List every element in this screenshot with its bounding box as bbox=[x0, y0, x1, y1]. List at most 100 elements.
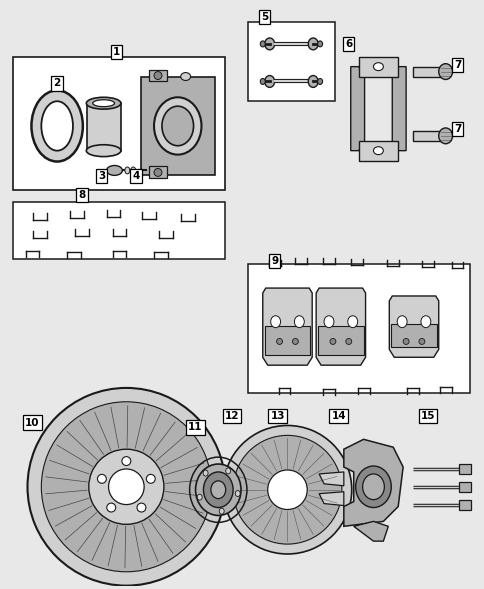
Polygon shape bbox=[262, 288, 312, 365]
Ellipse shape bbox=[355, 466, 391, 508]
Text: 14: 14 bbox=[331, 411, 346, 421]
Ellipse shape bbox=[308, 75, 318, 87]
Text: 15: 15 bbox=[420, 411, 434, 421]
Ellipse shape bbox=[373, 62, 382, 71]
Polygon shape bbox=[343, 439, 402, 527]
FancyBboxPatch shape bbox=[13, 202, 225, 259]
Ellipse shape bbox=[203, 470, 208, 476]
Text: 6: 6 bbox=[345, 39, 352, 49]
Ellipse shape bbox=[181, 72, 190, 81]
Text: 11: 11 bbox=[188, 422, 202, 432]
Polygon shape bbox=[318, 326, 363, 355]
Ellipse shape bbox=[396, 316, 406, 327]
Ellipse shape bbox=[438, 128, 452, 144]
Wedge shape bbox=[223, 425, 351, 554]
Polygon shape bbox=[350, 67, 364, 151]
Ellipse shape bbox=[154, 97, 201, 155]
Ellipse shape bbox=[260, 78, 265, 84]
FancyBboxPatch shape bbox=[458, 499, 470, 509]
Ellipse shape bbox=[438, 64, 452, 80]
Text: 4: 4 bbox=[132, 171, 139, 181]
Ellipse shape bbox=[373, 147, 382, 155]
Ellipse shape bbox=[41, 101, 73, 151]
Text: 1: 1 bbox=[113, 47, 120, 57]
Ellipse shape bbox=[418, 339, 424, 345]
Text: 7: 7 bbox=[453, 124, 460, 134]
Text: 8: 8 bbox=[78, 190, 85, 200]
Ellipse shape bbox=[106, 166, 122, 176]
Ellipse shape bbox=[146, 474, 155, 484]
Ellipse shape bbox=[86, 97, 121, 109]
Ellipse shape bbox=[154, 168, 162, 176]
Ellipse shape bbox=[219, 508, 224, 514]
Text: 9: 9 bbox=[271, 256, 278, 266]
FancyBboxPatch shape bbox=[149, 70, 166, 81]
Ellipse shape bbox=[329, 339, 335, 345]
Ellipse shape bbox=[317, 41, 322, 47]
FancyBboxPatch shape bbox=[13, 57, 225, 190]
Ellipse shape bbox=[235, 491, 240, 497]
Ellipse shape bbox=[276, 339, 282, 345]
Ellipse shape bbox=[225, 468, 230, 474]
Ellipse shape bbox=[345, 339, 351, 345]
Ellipse shape bbox=[106, 503, 116, 512]
Polygon shape bbox=[318, 472, 343, 486]
FancyBboxPatch shape bbox=[87, 103, 121, 151]
Ellipse shape bbox=[195, 464, 241, 515]
Text: 3: 3 bbox=[98, 171, 105, 181]
Text: 13: 13 bbox=[270, 411, 284, 421]
FancyBboxPatch shape bbox=[247, 264, 469, 393]
Ellipse shape bbox=[270, 316, 280, 327]
Ellipse shape bbox=[260, 41, 265, 47]
Ellipse shape bbox=[308, 38, 318, 50]
Ellipse shape bbox=[131, 167, 136, 174]
Wedge shape bbox=[108, 469, 144, 505]
Ellipse shape bbox=[154, 72, 162, 80]
Ellipse shape bbox=[347, 316, 357, 327]
Ellipse shape bbox=[323, 316, 333, 327]
FancyBboxPatch shape bbox=[412, 131, 440, 141]
Polygon shape bbox=[318, 492, 343, 505]
Ellipse shape bbox=[121, 456, 131, 465]
Wedge shape bbox=[267, 470, 307, 509]
Wedge shape bbox=[233, 435, 341, 544]
Wedge shape bbox=[28, 388, 225, 585]
Ellipse shape bbox=[97, 474, 106, 484]
Ellipse shape bbox=[92, 100, 114, 107]
Wedge shape bbox=[41, 402, 211, 572]
Polygon shape bbox=[392, 67, 405, 151]
Text: 12: 12 bbox=[225, 411, 239, 421]
Ellipse shape bbox=[292, 339, 298, 345]
Ellipse shape bbox=[420, 316, 430, 327]
Ellipse shape bbox=[86, 145, 121, 157]
Ellipse shape bbox=[294, 316, 303, 327]
FancyBboxPatch shape bbox=[149, 167, 166, 178]
Text: 2: 2 bbox=[53, 78, 60, 88]
Ellipse shape bbox=[317, 78, 322, 84]
Polygon shape bbox=[316, 288, 365, 365]
Polygon shape bbox=[353, 521, 388, 541]
Text: 7: 7 bbox=[453, 59, 460, 70]
Ellipse shape bbox=[211, 481, 225, 499]
Polygon shape bbox=[389, 296, 438, 358]
FancyBboxPatch shape bbox=[247, 22, 334, 101]
FancyBboxPatch shape bbox=[458, 482, 470, 492]
Ellipse shape bbox=[203, 472, 233, 508]
Ellipse shape bbox=[264, 75, 274, 87]
Polygon shape bbox=[391, 324, 436, 348]
FancyBboxPatch shape bbox=[458, 464, 470, 474]
Ellipse shape bbox=[402, 339, 408, 345]
Wedge shape bbox=[89, 449, 164, 524]
Ellipse shape bbox=[31, 90, 83, 161]
Polygon shape bbox=[264, 326, 310, 355]
Ellipse shape bbox=[162, 106, 193, 145]
Text: 5: 5 bbox=[260, 12, 268, 22]
Text: 10: 10 bbox=[25, 418, 40, 428]
Polygon shape bbox=[358, 141, 397, 161]
Ellipse shape bbox=[197, 494, 202, 500]
FancyBboxPatch shape bbox=[141, 77, 215, 176]
Ellipse shape bbox=[136, 503, 146, 512]
Ellipse shape bbox=[124, 167, 130, 174]
FancyBboxPatch shape bbox=[412, 67, 440, 77]
Ellipse shape bbox=[264, 38, 274, 50]
